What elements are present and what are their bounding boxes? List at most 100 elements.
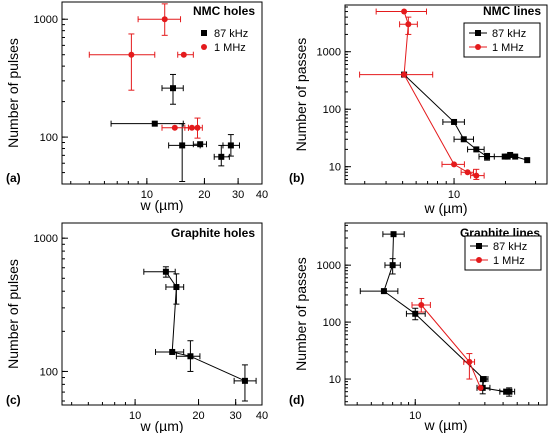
data-point-circle xyxy=(401,71,408,78)
legend-marker-circle xyxy=(201,44,207,50)
data-point-circle xyxy=(180,51,187,58)
minor-ticks xyxy=(62,237,263,405)
series-line xyxy=(403,74,528,161)
y-tick-label: 10 xyxy=(329,374,341,386)
series-1-mhz xyxy=(88,3,203,139)
data-point-square xyxy=(451,118,458,125)
series-87-khz xyxy=(143,266,257,402)
panel-b: 10 10 100 1000 w (µm) Number of passes NMC lin… xyxy=(289,4,548,216)
data-point-square xyxy=(507,151,514,158)
x-tick-label: 10 xyxy=(141,189,153,201)
data-point-square xyxy=(524,157,531,164)
y-axis-label: Number of passes xyxy=(293,38,309,152)
data-point-square xyxy=(241,377,248,384)
legend-label: 87 kHz xyxy=(214,28,248,40)
y-tick-label: 100 xyxy=(323,104,341,116)
series-1-mhz xyxy=(411,297,484,391)
legend-marker-square xyxy=(475,30,481,36)
panel-letter: (a) xyxy=(6,171,21,185)
series-1-mhz xyxy=(359,8,485,180)
data-point-square xyxy=(512,153,519,160)
data-point-circle xyxy=(418,301,425,308)
x-tick-label: 20 xyxy=(192,410,204,422)
data-point-square xyxy=(187,353,194,360)
legend-marker-circle xyxy=(475,44,481,50)
panel-title: Graphite holes xyxy=(171,226,255,240)
data-point-circle xyxy=(466,358,473,365)
legend: 87 kHz 1 MHz xyxy=(201,28,248,54)
x-axis-label: w (µm) xyxy=(139,418,183,433)
panel-letter: (d) xyxy=(289,393,304,407)
y-axis-label: Number of passes xyxy=(293,257,309,371)
legend-label: 1 MHz xyxy=(492,42,524,54)
panel-letter: (b) xyxy=(289,171,304,185)
data-point-square xyxy=(473,146,480,153)
x-tick-label: 30 xyxy=(230,410,242,422)
data-point-circle xyxy=(451,161,458,168)
data-point-circle xyxy=(128,51,135,58)
data-point-square xyxy=(170,85,177,92)
x-tick-label: 40 xyxy=(256,189,268,201)
data-point-square xyxy=(197,141,204,148)
data-point-square xyxy=(480,376,487,383)
data-point-square xyxy=(380,288,387,295)
x-tick-label: 20 xyxy=(198,189,210,201)
data-point-square xyxy=(151,120,158,127)
panel-letter: (c) xyxy=(6,393,21,407)
x-tick-label: 40 xyxy=(256,410,268,422)
x-axis-label: w (µm) xyxy=(139,197,183,213)
legend-label: 87 kHz xyxy=(493,241,527,253)
data-point-square xyxy=(460,136,467,143)
y-tick-label: 10 xyxy=(329,162,341,174)
legend: 87 kHz 1 MHz xyxy=(464,235,542,271)
legend-box xyxy=(464,235,542,271)
series-87-khz xyxy=(110,73,240,183)
panel-title: NMC lines xyxy=(483,4,541,18)
x-tick-label: 10 xyxy=(448,189,460,201)
y-tick-label: 100 xyxy=(40,132,58,144)
panel-c: 10 20 30 40 100 1000 w (µm) Number of pulses Gra… xyxy=(5,222,268,433)
panel-a: 10 20 30 40 100 1000 w (µm) Number of pulses NMC… xyxy=(5,1,268,213)
panel-title: NMC holes xyxy=(193,4,255,18)
data-point-square xyxy=(218,153,225,160)
series-87-khz xyxy=(401,71,531,164)
data-point-square xyxy=(179,142,186,149)
legend-label: 1 MHz xyxy=(214,42,246,54)
plot-frame xyxy=(61,1,263,185)
data-point-square xyxy=(389,262,396,269)
legend-marker-circle xyxy=(476,257,482,263)
data-point-square xyxy=(412,310,419,317)
data-point-circle xyxy=(464,169,471,176)
data-point-square xyxy=(173,284,180,291)
y-axis-label: Number of pulses xyxy=(5,38,21,148)
y-tick-label: 1000 xyxy=(317,260,341,272)
x-axis-label: w (µm) xyxy=(423,417,467,433)
legend-marker-square xyxy=(476,243,482,249)
plot-frame xyxy=(344,222,548,406)
data-point-square xyxy=(390,231,397,238)
x-tick-label: 10 xyxy=(409,410,421,422)
data-point-square xyxy=(506,388,513,395)
x-tick-label: 10 xyxy=(129,410,141,422)
data-point-circle xyxy=(161,16,168,23)
x-axis-label: w (µm) xyxy=(423,200,467,216)
legend-marker-square xyxy=(201,30,207,36)
series-line xyxy=(420,304,481,389)
y-tick-label: 1000 xyxy=(34,233,58,245)
y-tick-label: 1000 xyxy=(317,47,341,59)
y-tick-label: 1000 xyxy=(34,14,58,26)
data-point-circle xyxy=(477,384,484,391)
series-line xyxy=(383,234,510,393)
plot-frame xyxy=(61,222,263,406)
y-axis-label: Number of pulses xyxy=(5,259,21,369)
data-point-circle xyxy=(473,172,480,179)
y-tick-label: 100 xyxy=(323,317,341,329)
legend: 87 kHz 1 MHz xyxy=(463,22,541,58)
data-point-circle xyxy=(194,124,201,131)
data-point-square xyxy=(227,142,234,149)
data-point-square xyxy=(484,153,491,160)
minor-ticks xyxy=(345,6,537,185)
data-point-circle xyxy=(405,21,412,28)
